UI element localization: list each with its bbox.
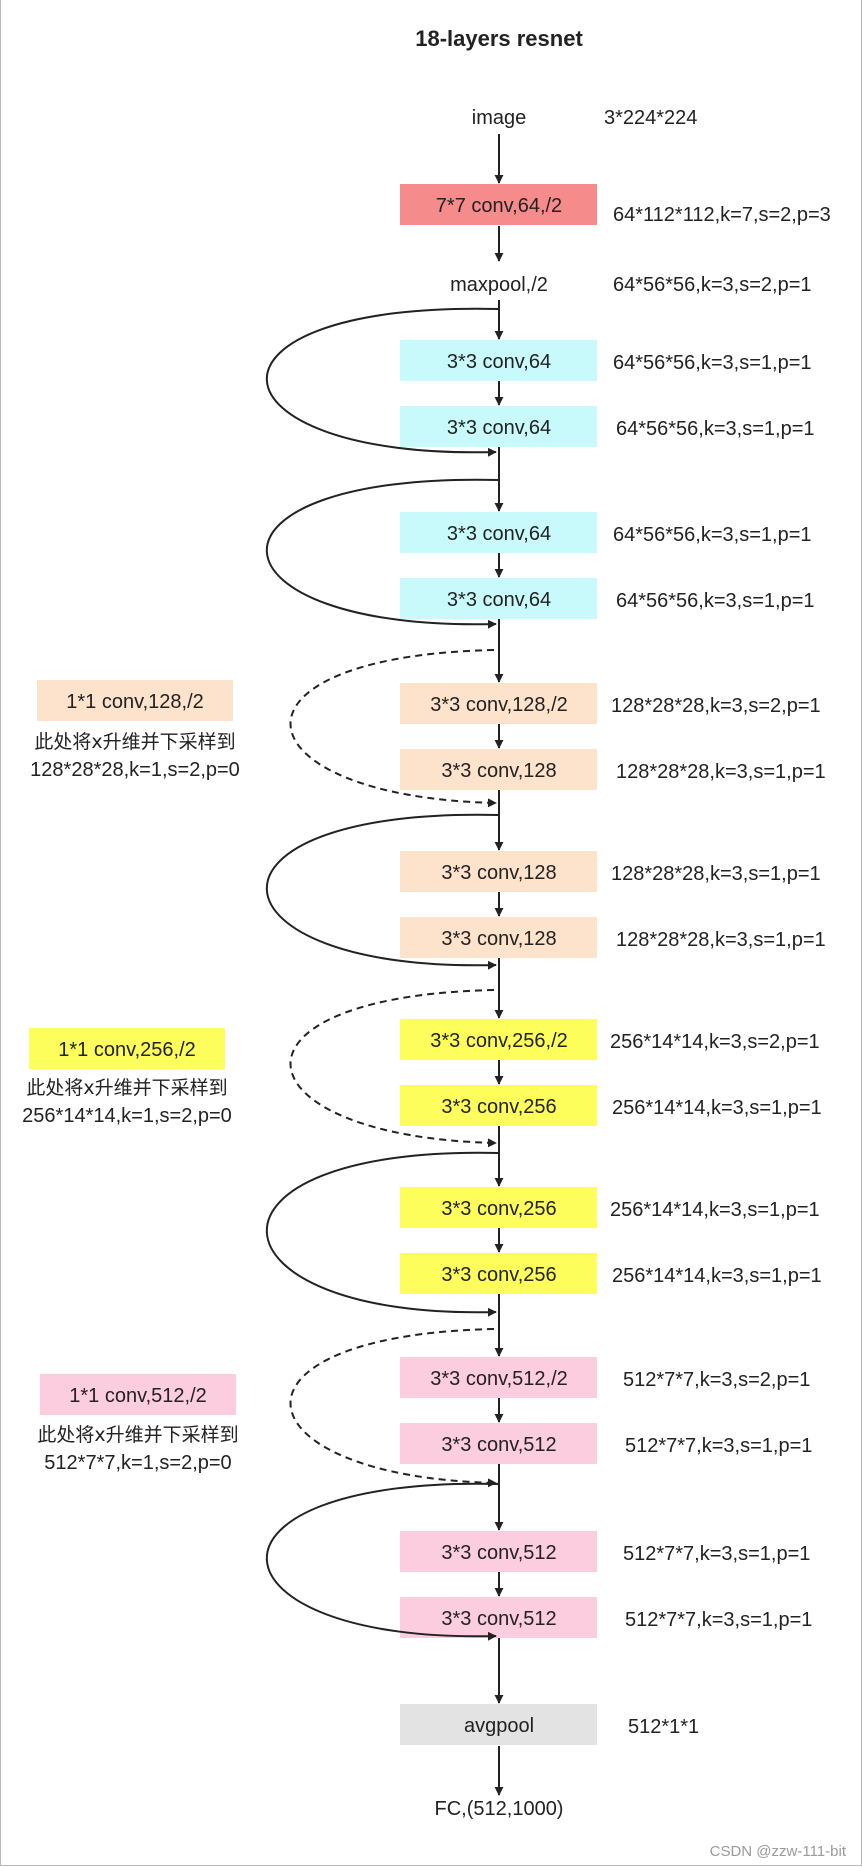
conv-layer-shape: 128*28*28,k=3,s=1,p=1 xyxy=(611,863,821,885)
conv-layer-shape: 256*14*14,k=3,s=2,p=1 xyxy=(610,1031,820,1053)
conv-layer-label: 3*3 conv,128,/2 xyxy=(430,694,568,716)
downsample-conv-label: 1*1 conv,256,/2 xyxy=(58,1039,196,1061)
conv-layer-label: 3*3 conv,256,/2 xyxy=(430,1030,568,1052)
conv-layer-box xyxy=(400,683,597,724)
conv-layer-shape: 64*56*56,k=3,s=1,p=1 xyxy=(613,352,812,374)
conv-layer-box xyxy=(400,1085,597,1126)
conv-layer-box xyxy=(400,749,597,790)
conv-layer-label: 3*3 conv,256 xyxy=(441,1096,556,1118)
stem-conv-shape: 64*112*112,k=7,s=2,p=3 xyxy=(613,204,831,226)
conv-layer-label: 3*3 conv,64 xyxy=(447,417,551,439)
skip-connections xyxy=(265,307,500,1641)
downsample-annotations: 1*1 conv,128,/2 此处将x升维并下采样到 128*28*28,k=1,… xyxy=(22,680,240,1474)
identity-skip xyxy=(265,813,500,970)
downsample-note: 此处将x升维并下采样到 xyxy=(34,731,235,753)
conv-layer-label: 3*3 conv,128 xyxy=(441,862,556,884)
conv-layer-box xyxy=(400,917,597,958)
conv-layer-label: 3*3 conv,512,/2 xyxy=(430,1368,568,1390)
conv-layer-shape: 256*14*14,k=3,s=1,p=1 xyxy=(612,1097,822,1119)
conv-layer-box xyxy=(400,1019,597,1060)
identity-skip xyxy=(265,307,500,457)
downsample-shape: 256*14*14,k=1,s=2,p=0 xyxy=(22,1105,232,1127)
stem-conv-label: 7*7 conv,64,/2 xyxy=(436,195,562,217)
downsample-note: 此处将x升维并下采样到 xyxy=(26,1077,227,1099)
maxpool-shape: 64*56*56,k=3,s=2,p=1 xyxy=(613,274,812,296)
conv-layer-label: 3*3 conv,256 xyxy=(441,1198,556,1220)
downsample-note: 此处将x升维并下采样到 xyxy=(37,1424,238,1446)
conv-layer-box xyxy=(400,1357,597,1398)
downsample-skip xyxy=(289,1328,497,1488)
downsample-conv-box xyxy=(37,680,233,721)
watermark: CSDN @zzw-111-bit xyxy=(710,1843,847,1860)
conv-layer-shape: 64*56*56,k=3,s=1,p=1 xyxy=(616,590,815,612)
diagram-title: 18-layers resnet xyxy=(415,26,583,51)
stem-conv-box xyxy=(400,184,597,225)
conv-layer-shape: 512*7*7,k=3,s=2,p=1 xyxy=(623,1369,810,1391)
avgpool-box xyxy=(400,1704,597,1745)
conv-layer-shape: 512*7*7,k=3,s=1,p=1 xyxy=(625,1435,812,1457)
conv-layer-shape: 256*14*14,k=3,s=1,p=1 xyxy=(610,1199,820,1221)
conv-layer-shape: 512*7*7,k=3,s=1,p=1 xyxy=(625,1609,812,1631)
conv-layer-label: 3*3 conv,64 xyxy=(447,523,551,545)
conv-layer-box xyxy=(400,1187,597,1228)
conv-layer-shape: 64*56*56,k=3,s=1,p=1 xyxy=(613,524,812,546)
conv-layer-label: 3*3 conv,256 xyxy=(441,1264,556,1286)
conv-layer-label: 3*3 conv,128 xyxy=(441,928,556,950)
avgpool-label: avgpool xyxy=(464,1715,534,1737)
conv-layer-label: 3*3 conv,64 xyxy=(447,589,551,611)
conv-layer-box xyxy=(400,851,597,892)
conv-layer-label: 3*3 conv,512 xyxy=(441,1434,556,1456)
conv-layer-shape: 128*28*28,k=3,s=1,p=1 xyxy=(616,761,826,783)
downsample-skip xyxy=(289,649,497,808)
conv-layer-shape: 128*28*28,k=3,s=2,p=1 xyxy=(611,695,821,717)
conv-layer-label: 3*3 conv,64 xyxy=(447,351,551,373)
downsample-conv-box xyxy=(40,1374,236,1415)
downsample-shape: 512*7*7,k=1,s=2,p=0 xyxy=(44,1452,231,1474)
conv-layer-label: 3*3 conv,512 xyxy=(441,1542,556,1564)
conv-layers: 3*3 conv,64 64*56*56,k=3,s=1,p=1 3*3 conv,… xyxy=(400,340,826,1638)
conv-layer-box xyxy=(400,1423,597,1464)
downsample-skip xyxy=(289,989,497,1148)
conv-layer-shape: 128*28*28,k=3,s=1,p=1 xyxy=(616,929,826,951)
fc-label: FC,(512,1000) xyxy=(435,1798,564,1820)
conv-layer-box xyxy=(400,1253,597,1294)
conv-layer-box xyxy=(400,512,597,553)
conv-layer-box xyxy=(400,1597,597,1638)
input-label: image xyxy=(472,107,526,129)
conv-layer-box xyxy=(400,340,597,381)
conv-layer-shape: 64*56*56,k=3,s=1,p=1 xyxy=(616,418,815,440)
conv-layer-box xyxy=(400,1531,597,1572)
avgpool-shape: 512*1*1 xyxy=(628,1716,699,1738)
input-shape: 3*224*224 xyxy=(604,107,697,129)
downsample-conv-label: 1*1 conv,512,/2 xyxy=(69,1385,207,1407)
conv-layer-label: 3*3 conv,512 xyxy=(441,1608,556,1630)
maxpool-label: maxpool,/2 xyxy=(450,274,548,296)
conv-layer-box xyxy=(400,578,597,619)
identity-skip xyxy=(265,1151,500,1317)
conv-layer-shape: 512*7*7,k=3,s=1,p=1 xyxy=(623,1543,810,1565)
downsample-conv-label: 1*1 conv,128,/2 xyxy=(66,691,204,713)
conv-layer-shape: 256*14*14,k=3,s=1,p=1 xyxy=(612,1265,822,1287)
conv-layer-label: 3*3 conv,128 xyxy=(441,760,556,782)
downsample-conv-box xyxy=(29,1028,225,1069)
identity-skip xyxy=(265,1482,500,1641)
downsample-shape: 128*28*28,k=1,s=2,p=0 xyxy=(30,759,240,781)
identity-skip xyxy=(265,478,500,629)
conv-layer-box xyxy=(400,406,597,447)
